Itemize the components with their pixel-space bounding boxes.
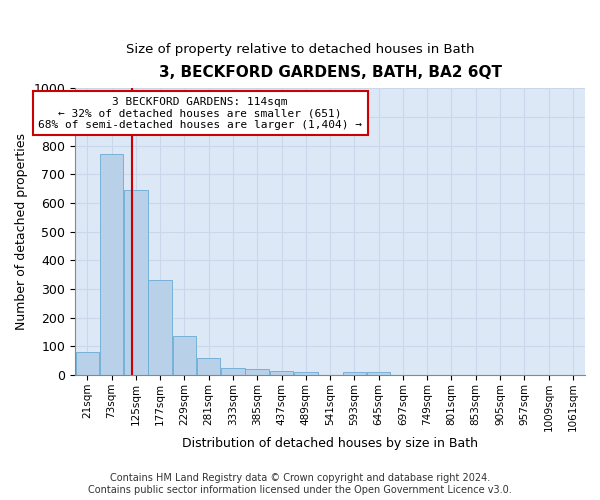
Bar — [294, 372, 317, 375]
Bar — [76, 352, 99, 375]
Text: Contains HM Land Registry data © Crown copyright and database right 2024.
Contai: Contains HM Land Registry data © Crown c… — [88, 474, 512, 495]
Text: 3 BECKFORD GARDENS: 114sqm
← 32% of detached houses are smaller (651)
68% of sem: 3 BECKFORD GARDENS: 114sqm ← 32% of deta… — [38, 96, 362, 130]
Bar — [100, 154, 124, 375]
Bar — [367, 372, 391, 375]
Bar — [270, 371, 293, 375]
Bar — [173, 336, 196, 375]
Y-axis label: Number of detached properties: Number of detached properties — [15, 133, 28, 330]
Bar — [343, 372, 366, 375]
Title: 3, BECKFORD GARDENS, BATH, BA2 6QT: 3, BECKFORD GARDENS, BATH, BA2 6QT — [158, 65, 502, 80]
Bar — [197, 358, 220, 375]
Bar — [221, 368, 245, 375]
X-axis label: Distribution of detached houses by size in Bath: Distribution of detached houses by size … — [182, 437, 478, 450]
Text: Size of property relative to detached houses in Bath: Size of property relative to detached ho… — [126, 42, 474, 56]
Bar — [124, 190, 148, 375]
Bar — [245, 370, 269, 375]
Bar — [148, 280, 172, 375]
